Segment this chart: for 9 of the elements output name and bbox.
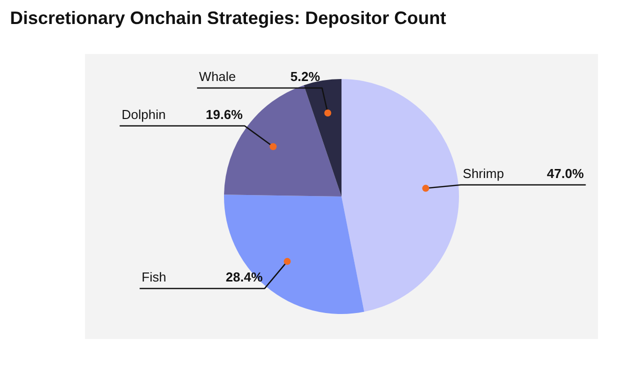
slice-label: Shrimp [462,166,504,181]
chart-title: Discretionary Onchain Strategies: Depositor Count [10,8,448,29]
data-label: 47.0% [546,166,584,181]
slice-label: Fish [142,270,166,285]
data-label: 5.2% [290,69,320,84]
data-label: 28.4% [226,270,264,285]
data-label: 19.6% [206,106,244,122]
slice-label: Dolphin [122,106,166,122]
slice-label: Whale [199,69,236,84]
